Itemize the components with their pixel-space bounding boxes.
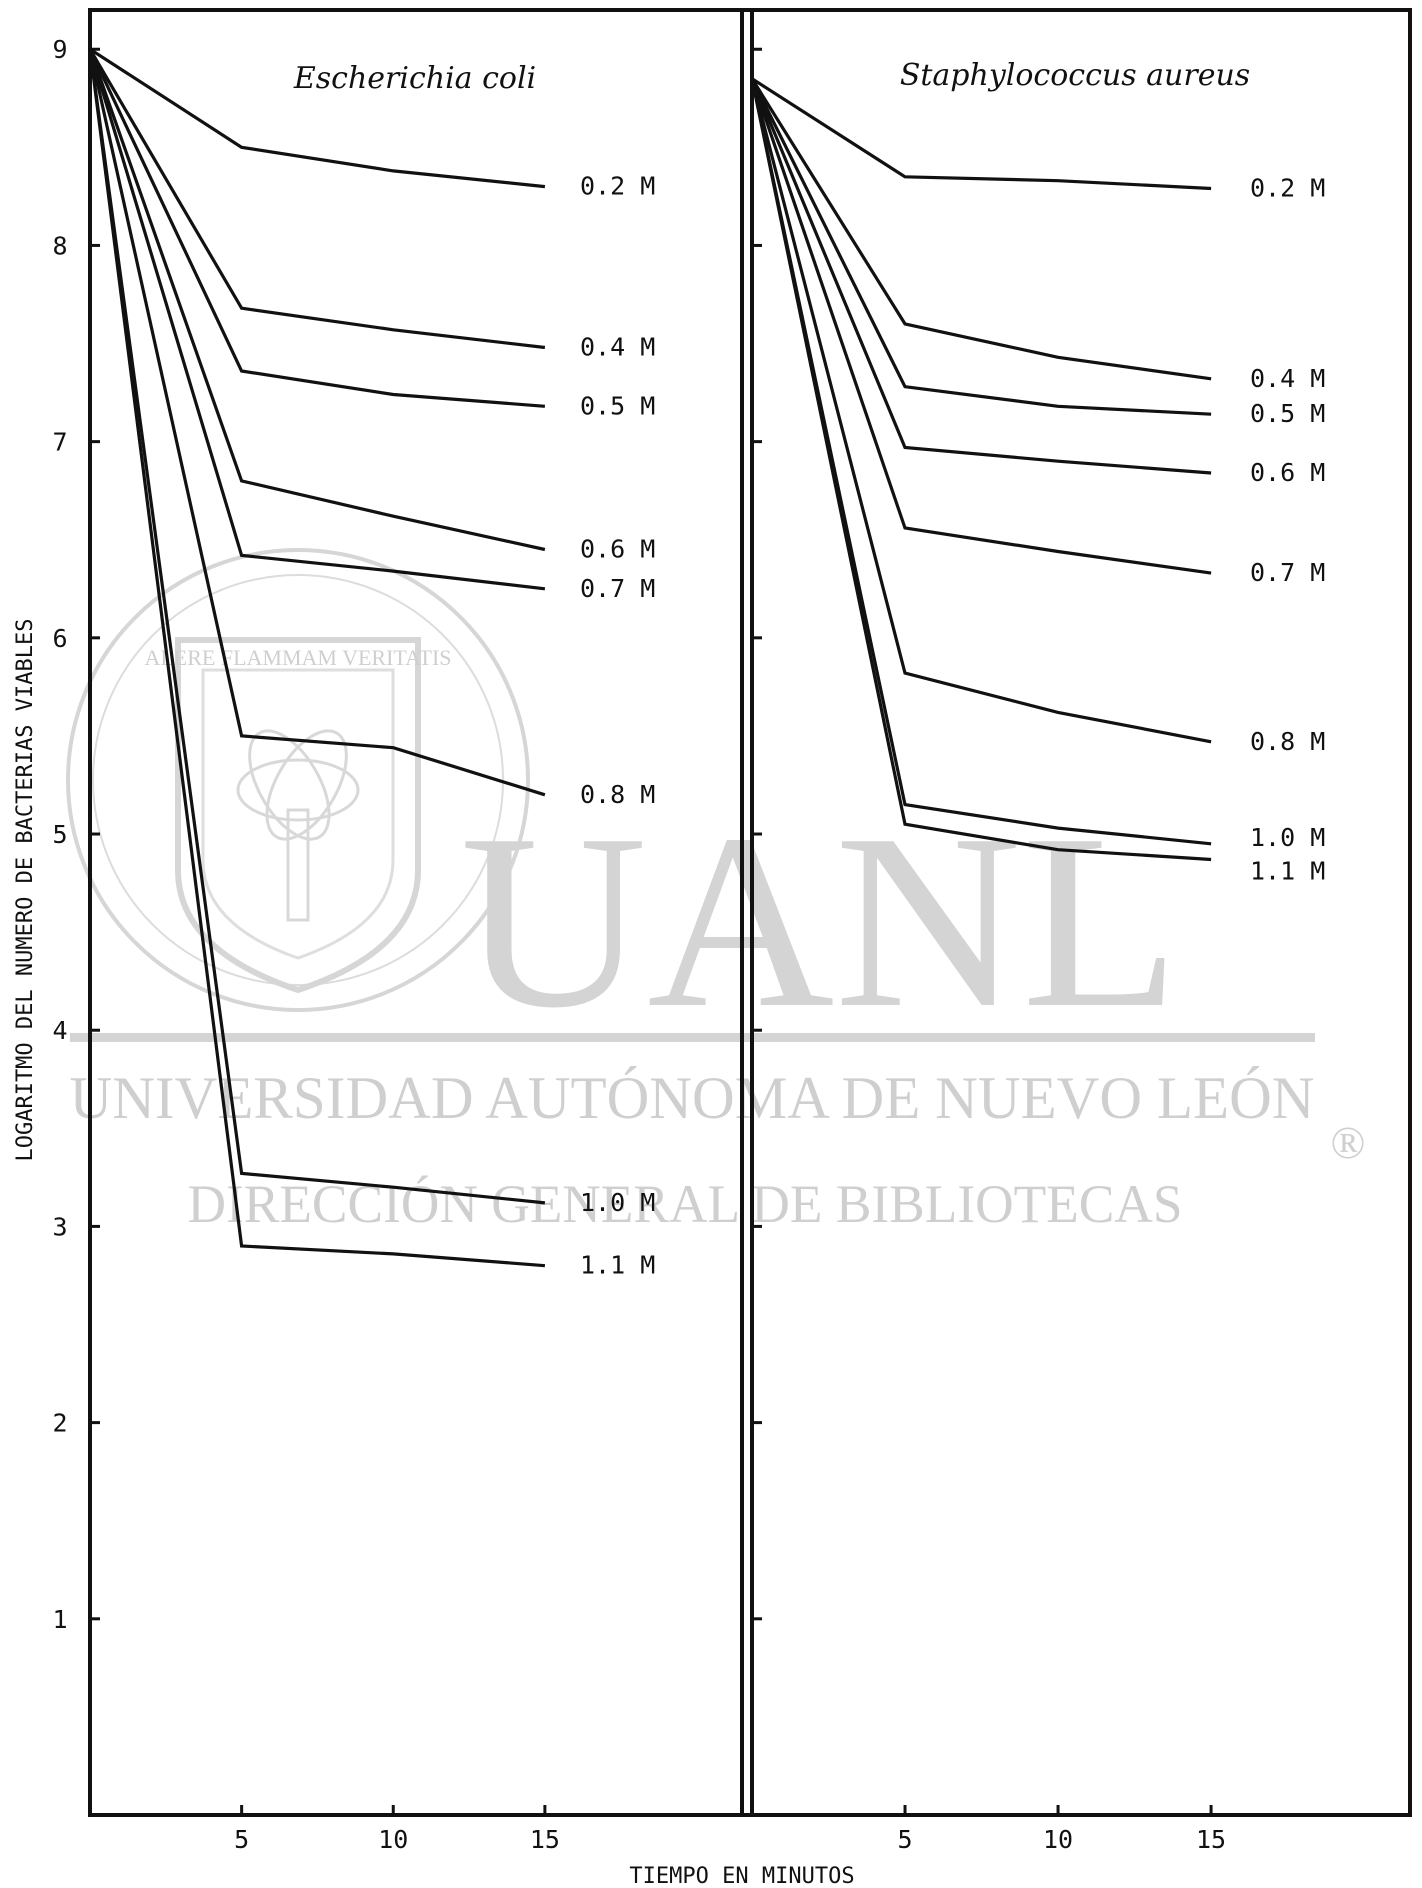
series-label: 0.4 M [580,332,655,361]
watermark-rule [70,1033,1315,1042]
series-line-07 [88,48,546,591]
series-label: 0.7 M [1250,558,1325,587]
university-seal-icon: ALERE FLAMMAM VERITATIS [66,548,530,1012]
x-tick-label: 10 [1043,1825,1073,1854]
series-label: 0.6 M [580,535,655,564]
y-axis-title: LOGARITMO DEL NUMERO DE BACTERIAS VIABLE… [13,618,38,1161]
series-line-02 [89,47,546,189]
y-tick-label: 7 [52,428,67,457]
chart-frame [88,8,1412,1817]
x-tick-label: 15 [1196,1825,1226,1854]
series-line-05 [750,77,1212,416]
y-ticks-ecoli: 1 2 3 4 5 6 7 8 9 [52,35,100,1634]
series-label: 0.6 M [1250,458,1325,487]
series-labels-saureus: 0.2 M 0.4 M 0.5 M 0.6 M 0.7 M 0.8 M 1.0 M 1.1 M [1250,174,1325,886]
series-label: 0.2 M [580,172,655,201]
series-line-07 [750,78,1212,575]
series-line-11 [750,78,1212,862]
series-group-ecoli [88,47,546,1268]
series-label: 1.1 M [1250,857,1325,886]
series-label: 0.8 M [580,780,655,809]
series-label: 0.5 M [580,391,655,420]
y-tick-label: 2 [52,1409,67,1438]
x-tick-label: 5 [234,1825,249,1854]
x-tick-label: 5 [897,1825,912,1854]
registered-mark: ® [1331,1117,1366,1168]
watermark-uanl: UANL [460,783,1180,1060]
y-tick-label: 1 [52,1605,67,1634]
series-label: 0.5 M [1250,399,1325,428]
x-ticks-saureus: 5 10 15 [897,1805,1226,1854]
series-label: 0.8 M [1250,727,1325,756]
panel-staphylococcus-aureus: Staphylococcus aureus 5 10 15 0.2 M0.4 M0.… [750,47,1325,1854]
series-line-02 [751,77,1212,191]
panel-title-saureus: Staphylococcus aureus [900,58,1250,93]
y-tick-label: 3 [52,1212,67,1241]
y-tick-label: 9 [52,35,67,64]
series-line-05 [88,48,546,408]
y-ticks-saureus [752,47,762,1621]
x-axis-title: TIEMPO EN MINUTOS [629,1864,854,1888]
x-tick-label: 15 [530,1825,560,1854]
series-line-04 [750,77,1212,381]
series-line-08 [88,48,546,797]
x-tick-label: 10 [378,1825,408,1854]
series-label: 1.0 M [1250,823,1325,852]
series-line-10 [88,48,546,1205]
y-tick-label: 6 [52,624,67,653]
series-line-06 [88,48,546,552]
seal-motto: ALERE FLAMMAM VERITATIS [144,645,451,670]
series-line-10 [750,78,1212,846]
series-label: 0.2 M [1250,174,1325,203]
watermark-university: UNIVERSIDAD AUTÓNOMA DE NUEVO LEÓN [70,1065,1315,1131]
series-label: 0.7 M [580,574,655,603]
series-labels-ecoli: 0.2 M 0.4 M 0.5 M 0.6 M 0.7 M 0.8 M 1.0 M 1.1 M [580,172,655,1280]
series-group-saureus [750,77,1212,862]
y-tick-label: 4 [52,1016,67,1045]
series-line-11 [88,48,546,1268]
y-tick-label: 5 [52,820,67,849]
series-label: 0.4 M [1250,364,1325,393]
series-line-04 [88,48,546,350]
watermark: ALERE FLAMMAM VERITATIS UANL UNIVERSIDAD… [66,548,1366,1234]
panel-title-ecoli: Escherichia coli [293,61,536,96]
y-tick-label: 8 [52,231,67,260]
x-ticks-ecoli: 5 10 15 [234,1805,560,1854]
series-line-08 [750,78,1212,744]
series-line-06 [750,78,1212,475]
series-label: 1.0 M [580,1188,655,1217]
series-label: 1.1 M [580,1251,655,1280]
